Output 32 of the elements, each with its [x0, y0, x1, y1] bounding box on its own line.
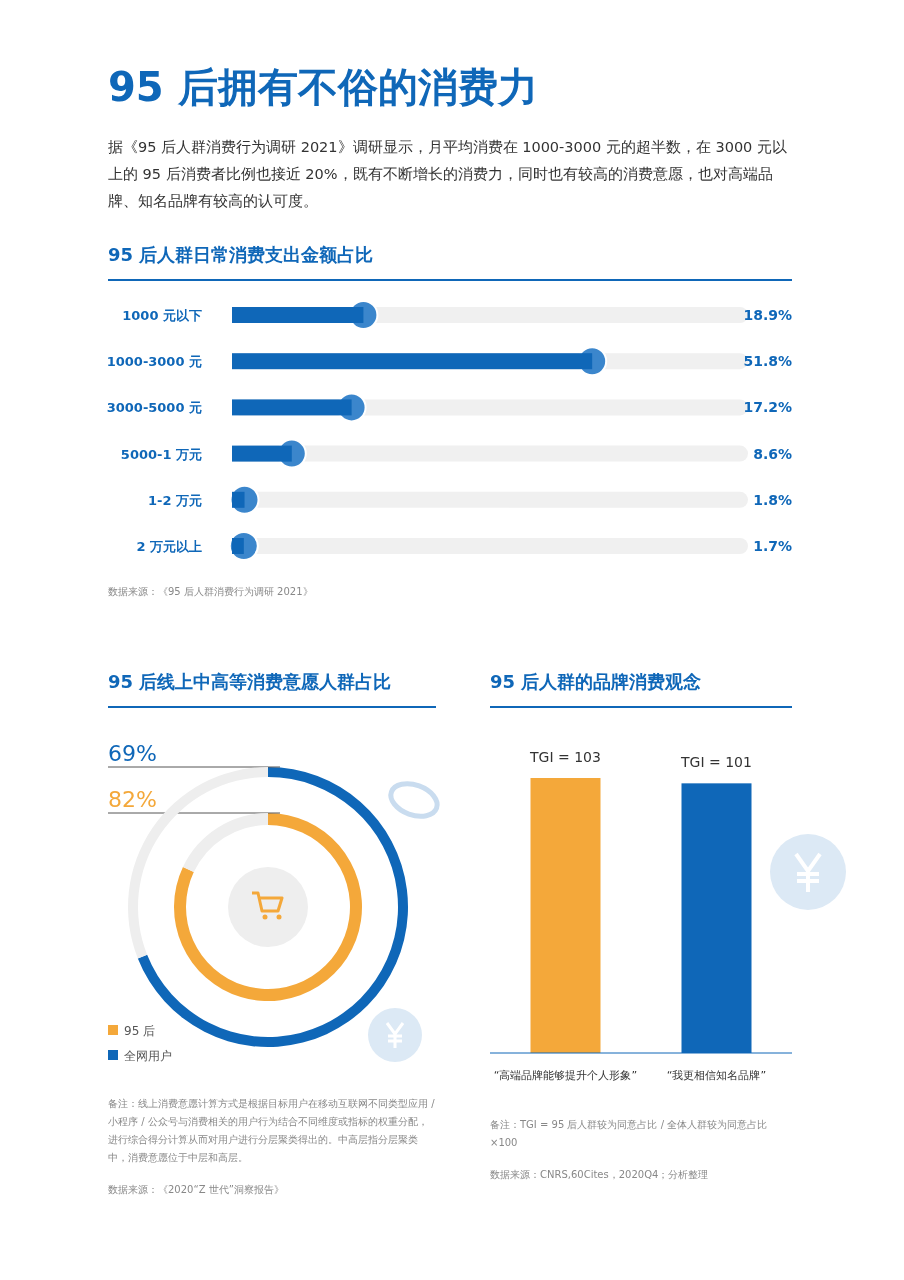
data-label: 1.8%	[753, 491, 792, 508]
text: 备注：线上消费意愿计算方式是根据目标用户在移动互联网不同类型应用 / 小程序 / 公众号与消费相关的用户行为结合不同维度或指标的权重分配，进行综合得分计算从而对用户进行分层聚类得出的。中高层指分层聚类中，消费意愿位于中层和高层。	[108, 1097, 436, 1165]
x-tick-label: “我更相信知名品牌”	[666, 1069, 767, 1082]
chart-title: 95 后线上中高等消费意愿人群占比	[108, 670, 393, 694]
chart-title: 95 后人群的品牌消费观念	[490, 670, 703, 694]
chart-title: 95 后人群日常消费支出金额占比	[108, 243, 375, 267]
data-label: 17.2%	[743, 399, 792, 416]
source-note: 数据来源：《2020“Z 世代”洞察报告》	[108, 1183, 285, 1197]
y-tick-label: 1000 元以下	[122, 308, 202, 323]
text: 据《95 后人群消费行为调研 2021》调研显示，月平均消费在 1000-3000 元的超半数，在 3000 元以上的 95 后消费者比例也接近 20%，既有不断增长的消费力，同时也有较高的消费意愿，也对高端品牌、知名品牌有较高的认可度。	[108, 138, 788, 211]
y-tick-label: 1000-3000 元	[106, 354, 202, 370]
data-label: 1.7%	[753, 538, 792, 554]
data-label: 8.6%	[753, 445, 792, 462]
text: 95 后拥有不俗的消费力	[108, 63, 539, 112]
x-tick-label: “高端品牌能够提升个人形象”	[493, 1069, 638, 1082]
y-tick-label: 1-2 万元	[147, 492, 202, 508]
data-label: 69%	[108, 741, 157, 766]
text: 备注：TGI = 95 后人群较为同意占比 / 全体人群较为同意占比 ×100	[490, 1118, 769, 1150]
source-note: 数据来源：CNRS,60Cites，2020Q4；分析整理	[490, 1168, 710, 1182]
source-note: 数据来源：《95 后人群消费行为调研 2021》	[108, 585, 314, 599]
legend-label: 全网用户	[124, 1049, 172, 1063]
y-tick-label: 3000-5000 元	[106, 400, 202, 416]
y-tick-label: 2 万元以上	[136, 539, 202, 554]
data-label: 51.8%	[743, 353, 792, 370]
y-tick-label: 5000-1 万元	[120, 446, 202, 462]
bar	[232, 491, 245, 508]
data-label: 18.9%	[743, 307, 792, 323]
data-label: 82%	[108, 787, 157, 812]
data-label: TGI = 103	[529, 749, 601, 765]
bar	[232, 538, 244, 554]
data-label: TGI = 101	[680, 754, 752, 771]
legend-label: 95 后	[124, 1024, 156, 1038]
